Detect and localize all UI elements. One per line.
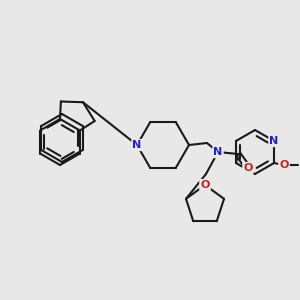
Text: O: O — [243, 163, 253, 173]
Text: O: O — [279, 160, 289, 170]
Text: N: N — [269, 136, 279, 146]
Text: N: N — [213, 147, 223, 157]
Text: N: N — [132, 140, 142, 150]
Text: O: O — [200, 180, 210, 190]
